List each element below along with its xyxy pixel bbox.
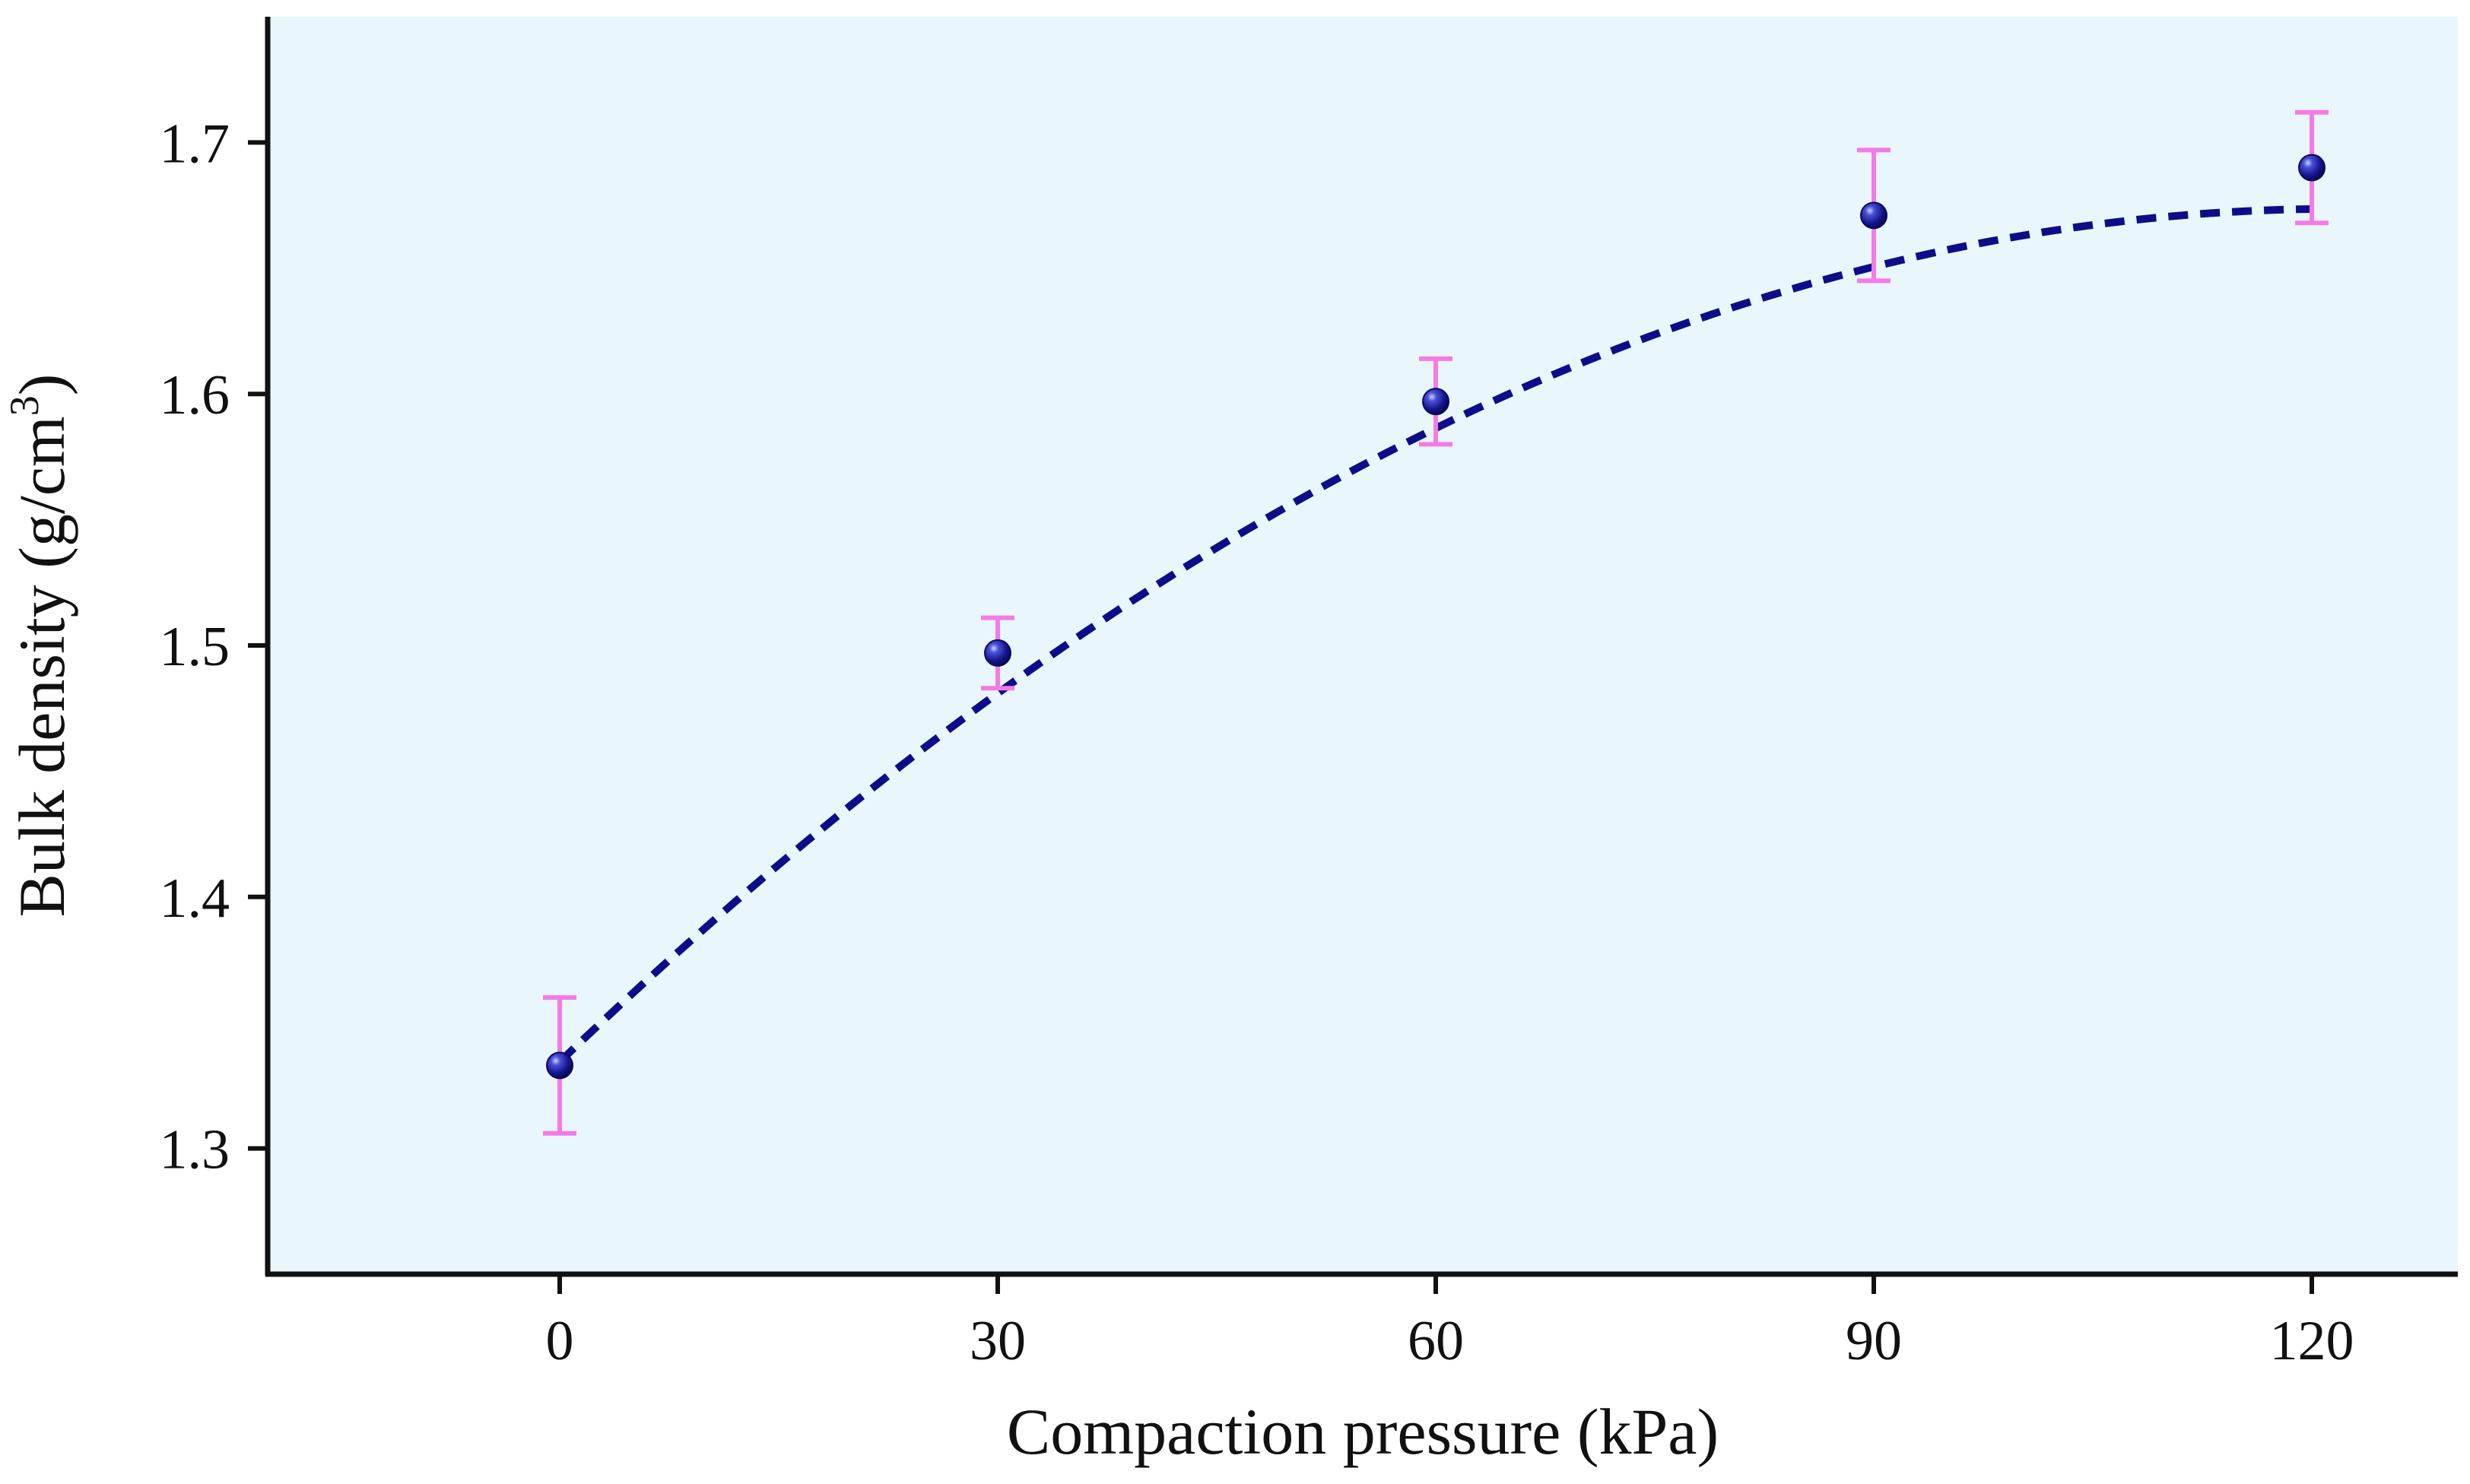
data-point-layer [546, 154, 2326, 1080]
data-point [1860, 201, 1887, 230]
y-tick-label: 1.3 [160, 1119, 230, 1181]
x-tick-label: 120 [2270, 1310, 2354, 1372]
data-point [546, 1051, 573, 1080]
x-tick-label: 90 [1846, 1310, 1902, 1372]
y-tick-label: 1.7 [160, 113, 230, 175]
x-axis-title: Compaction pressure (kPa) [1007, 1395, 1719, 1468]
y-axis-title-superscript: 3 [2, 395, 47, 416]
fit-curve [557, 205, 2313, 1065]
y-tick-label: 1.6 [160, 364, 230, 426]
x-tick-label: 0 [546, 1310, 574, 1372]
fit-curve-layer [557, 205, 2313, 1065]
y-tick-label: 1.5 [160, 616, 230, 678]
y-axis-title-main: Bulk density (g/cm [5, 416, 78, 917]
x-tick-layer: 0 30 60 90 120 [546, 1274, 2354, 1372]
y-axis-title: Bulk density (g/cm3) [2, 374, 78, 918]
x-tick-label: 30 [970, 1310, 1026, 1372]
y-tick-layer: 1.3 1.4 1.5 1.6 1.7 [160, 113, 268, 1181]
data-point [1422, 388, 1449, 416]
plot-area [268, 17, 2458, 1274]
data-point [984, 639, 1011, 667]
y-axis-title-close: ) [5, 374, 78, 396]
x-tick-label: 60 [1408, 1310, 1464, 1372]
y-tick-label: 1.4 [160, 867, 230, 930]
data-point [2298, 154, 2326, 182]
